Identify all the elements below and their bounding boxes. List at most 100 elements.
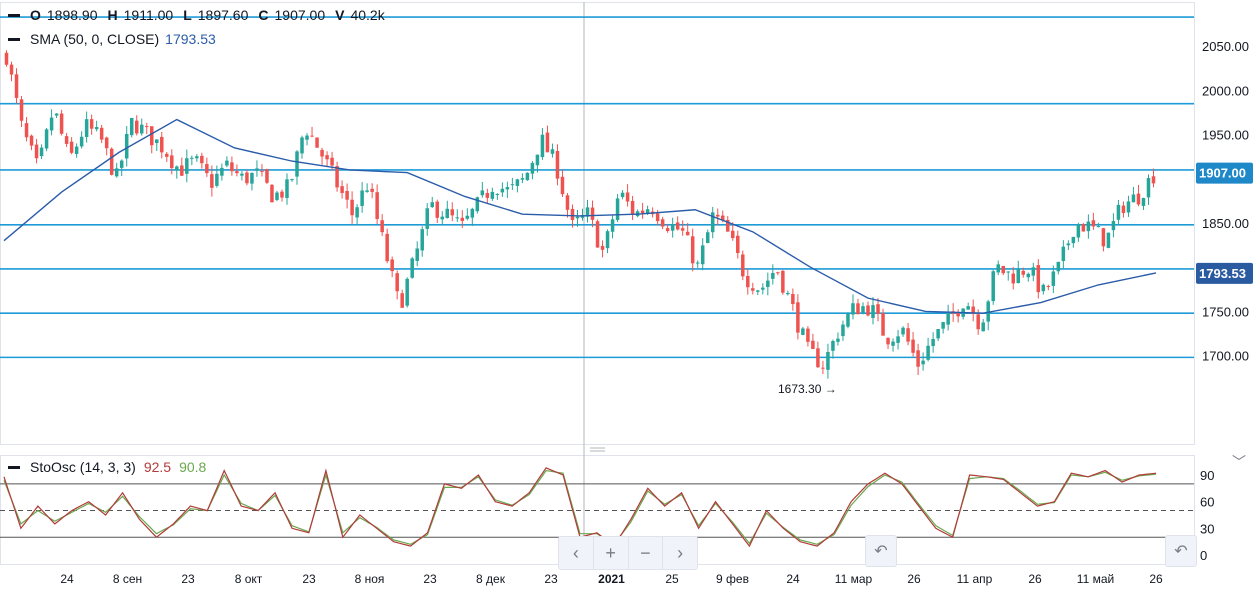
volume-label: V — [335, 7, 345, 23]
candle-body — [655, 213, 660, 222]
reset-chart-button[interactable]: ↶ — [865, 535, 897, 567]
candle-body — [736, 235, 740, 254]
candle-body — [851, 303, 855, 315]
candle-body — [1091, 220, 1096, 227]
candle-body — [1141, 198, 1146, 206]
price-tick-label: 2000.00 — [1202, 83, 1249, 98]
candle-body — [445, 208, 450, 219]
candle-body — [69, 141, 74, 153]
candle-body — [826, 352, 830, 370]
candle-body — [876, 304, 880, 314]
time-axis-label: 11 мар — [835, 572, 873, 586]
candle-body — [500, 188, 505, 193]
candle-body — [831, 340, 835, 351]
candle-body — [450, 209, 455, 216]
candle-body — [1131, 194, 1136, 203]
candle-body — [1031, 267, 1036, 276]
candle-body — [490, 191, 495, 199]
candle-body — [570, 208, 575, 220]
candle-body — [756, 290, 760, 292]
candle-body — [520, 178, 525, 180]
time-axis-label: 23 — [302, 572, 316, 586]
candle-body — [160, 136, 164, 153]
candle-body — [1136, 193, 1141, 205]
time-axis-label: 11 апр — [957, 572, 993, 586]
candle-body — [585, 207, 590, 217]
candle-body — [901, 327, 905, 335]
candle-body — [886, 337, 890, 345]
candle-body — [781, 270, 785, 293]
candle-body — [29, 135, 34, 146]
sma-legend[interactable]: SMA (50, 0, CLOSE) 1793.53 — [8, 31, 216, 47]
scroll-right-button[interactable]: › — [663, 537, 697, 569]
candle-body — [881, 312, 885, 336]
candle-body — [104, 137, 109, 149]
scroll-left-button[interactable]: ‹ — [559, 537, 594, 569]
candle-body — [891, 341, 895, 346]
stoch-d-line — [3, 469, 1157, 546]
candle-body — [99, 127, 104, 140]
time-axis-label: 23 — [181, 572, 195, 586]
candle-body — [640, 210, 645, 214]
candle-body — [540, 134, 545, 158]
candle-body — [726, 220, 730, 232]
candle-body — [430, 202, 434, 208]
candle-body — [1076, 224, 1081, 238]
plus-icon: + — [605, 542, 616, 563]
stoch-collapse-dash-icon[interactable] — [8, 465, 20, 469]
candle-body — [796, 302, 800, 333]
candle-body — [34, 144, 39, 159]
candle-body — [170, 155, 174, 169]
candle-body — [966, 306, 970, 310]
zoom-out-button[interactable]: − — [629, 537, 664, 569]
open-label: O — [30, 7, 41, 23]
candle-body — [14, 74, 19, 98]
reset-scale-button[interactable]: ↶ — [1165, 535, 1197, 567]
stoch-tick-label: 60 — [1200, 495, 1214, 510]
candle-body — [340, 186, 344, 193]
candle-body — [64, 136, 69, 144]
sma-price-tag-bg — [1196, 262, 1253, 284]
candle-body — [761, 287, 765, 290]
candle-body — [766, 280, 770, 287]
candle-body — [921, 360, 925, 365]
close-label: C — [258, 7, 269, 23]
candle-body — [1026, 273, 1031, 278]
stoch-legend[interactable]: StoOsc (14, 3, 3) 92.5 90.8 — [8, 459, 206, 475]
candle-body — [345, 190, 349, 200]
zoom-in-button[interactable]: + — [594, 537, 629, 569]
candle-body — [660, 219, 665, 227]
candle-body — [295, 151, 299, 177]
candle-body — [690, 236, 695, 264]
chevron-down-icon: ﹀ — [1232, 454, 1246, 470]
price-tick-label: 1950.00 — [1202, 128, 1249, 143]
candle-body — [410, 258, 414, 278]
candle-body — [260, 170, 264, 172]
candle-body — [615, 198, 620, 220]
stoch-tick-label: 0 — [1200, 548, 1207, 563]
candle-body — [79, 136, 84, 147]
candle-body — [1006, 271, 1010, 273]
stoch-tick-label: 90 — [1200, 468, 1214, 483]
candle-body — [700, 245, 705, 265]
collapse-pane-button[interactable]: ﹀ — [1232, 452, 1246, 472]
candle-body — [600, 245, 605, 250]
candle-body — [200, 155, 204, 164]
candle-body — [806, 328, 810, 342]
candle-body — [685, 231, 690, 236]
candle-body — [300, 137, 304, 154]
candle-body — [715, 214, 720, 217]
minus-icon: − — [640, 542, 651, 563]
candle-body — [370, 188, 374, 192]
candle-body — [710, 212, 715, 233]
candle-body — [771, 272, 775, 279]
time-axis-label: 11 май — [1077, 572, 1114, 586]
sma-collapse-dash-icon[interactable] — [8, 37, 20, 41]
candle-body — [255, 168, 259, 171]
candle-body — [405, 278, 409, 306]
price-tick-label: 1700.00 — [1202, 349, 1249, 364]
time-axis-label: 23 — [544, 572, 558, 586]
candle-body — [776, 272, 780, 274]
collapse-dash-icon[interactable] — [8, 13, 20, 17]
